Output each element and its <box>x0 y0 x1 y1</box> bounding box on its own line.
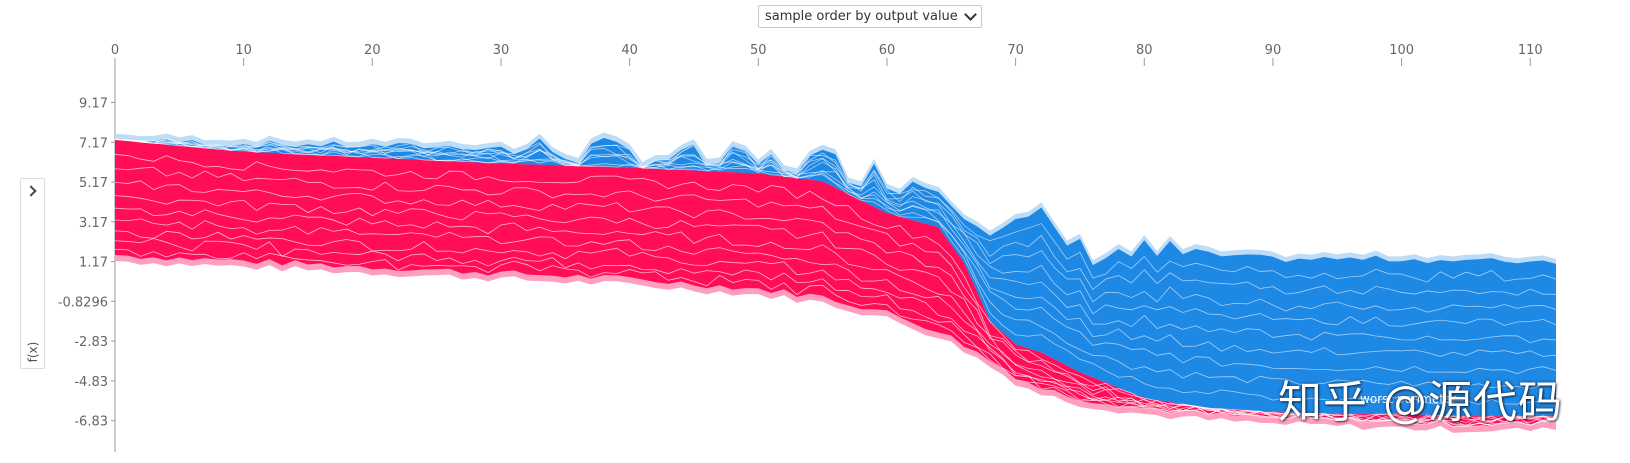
x-tick-label: 90 <box>1265 43 1282 58</box>
x-tick-label: 100 <box>1389 43 1414 58</box>
x-tick-label: 70 <box>1007 43 1024 58</box>
negative-feature-line <box>114 138 1557 344</box>
y-tick-label: -4.83 <box>74 375 108 390</box>
feature-lines <box>114 137 1557 428</box>
y-tick-label: -2.83 <box>74 335 108 350</box>
y-tick-label: 1.17 <box>79 256 108 271</box>
y-tick-label: 7.17 <box>79 136 108 151</box>
y-tick-label: 5.17 <box>79 176 108 191</box>
x-axis: 0 10 20 30 40 50 60 70 80 90 100 110 <box>111 43 1556 66</box>
y-tick-label: -0.8296 <box>58 295 108 310</box>
negative-feature-line <box>114 137 1557 283</box>
positive-feature-line <box>114 154 1557 423</box>
positive-feature-line <box>114 218 1557 426</box>
y-tick-label: -6.83 <box>74 415 108 430</box>
chevron-down-icon <box>963 8 977 21</box>
y-axis: 9.17 7.17 5.17 3.17 1.17 -0.8296 -2.83 -4.83 -6.… <box>58 66 116 452</box>
feature-annotation: worst perimeter <box>1360 392 1457 406</box>
x-tick-label: 80 <box>1136 43 1153 58</box>
x-tick-label: 30 <box>493 43 510 58</box>
negative-feature-line <box>114 139 1557 389</box>
negative-feature-line <box>114 139 1557 405</box>
positive-feature-line <box>114 166 1557 423</box>
negative-feature-line <box>114 138 1557 375</box>
positive-feature-line <box>114 230 1557 428</box>
x-tick-label: 0 <box>111 43 119 58</box>
x-tick-label: 20 <box>364 43 381 58</box>
x-tick-label: 10 <box>235 43 252 58</box>
sample-order-select[interactable]: sample order by output value <box>758 5 982 28</box>
x-tick-label: 110 <box>1518 43 1543 58</box>
watermark: 知乎 @源代码 <box>1278 377 1563 428</box>
x-tick-label: 50 <box>750 43 767 58</box>
chevron-right-icon <box>25 185 37 197</box>
y-axis-label: f(x) <box>26 341 40 363</box>
y-axis-select[interactable]: f(x) <box>20 178 45 369</box>
sample-order-label: sample order by output value <box>765 9 958 24</box>
negative-feature-line <box>114 138 1557 327</box>
y-tick-label: 3.17 <box>79 216 108 231</box>
y-tick-label: 9.17 <box>79 96 108 111</box>
x-tick-label: 60 <box>879 43 896 58</box>
x-tick-label: 40 <box>621 43 638 58</box>
positive-feature-line <box>114 195 1557 424</box>
negative-feature-line <box>114 138 1557 296</box>
